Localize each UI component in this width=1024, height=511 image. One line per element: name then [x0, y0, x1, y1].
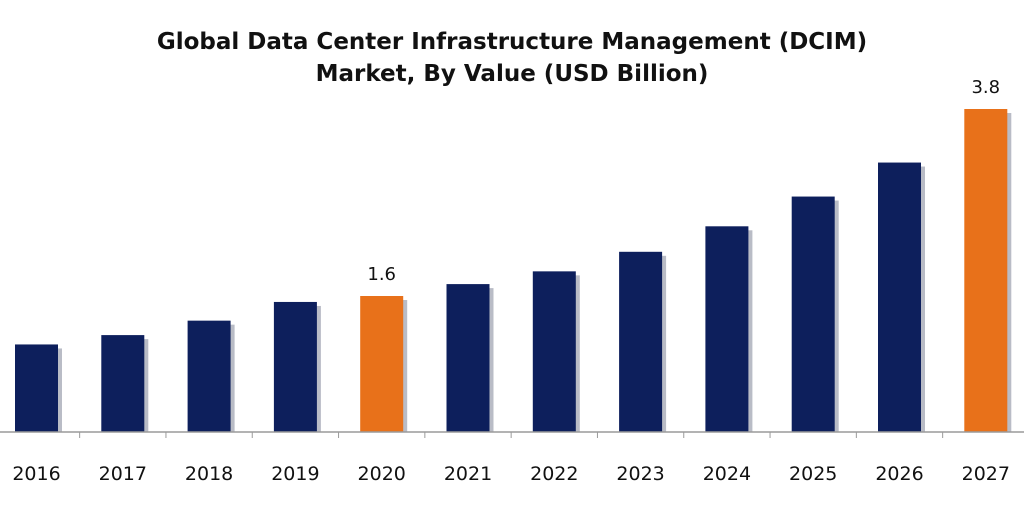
bar-2016 — [15, 344, 58, 432]
x-tick-label-2016: 2016 — [12, 463, 60, 485]
x-tick-label-2024: 2024 — [703, 463, 751, 485]
x-tick-label-2020: 2020 — [358, 463, 406, 485]
bar-2025 — [791, 196, 835, 432]
x-tick-label-2026: 2026 — [875, 463, 923, 485]
bar-2020 — [360, 296, 404, 432]
x-tick-label-2027: 2027 — [962, 463, 1010, 485]
x-tick-label-2025: 2025 — [789, 463, 837, 485]
data-label-2020: 1.6 — [367, 264, 396, 285]
bar-2026 — [878, 162, 921, 433]
bar-2019 — [273, 301, 317, 432]
chart-title-line-1: Global Data Center Infrastructure Manage… — [156, 29, 868, 55]
x-tick-label-2018: 2018 — [185, 463, 233, 485]
bar-2027 — [964, 109, 1008, 432]
x-tick-label-2017: 2017 — [99, 463, 147, 485]
chart-title-line-2: Market, By Value (USD Billion) — [315, 61, 709, 87]
x-tick-label-2022: 2022 — [530, 463, 578, 485]
bar-2017 — [101, 335, 145, 432]
bar-2024 — [705, 226, 749, 432]
bar-2022 — [532, 271, 576, 432]
data-label-2027: 3.8 — [971, 77, 1000, 98]
x-tick-label-2023: 2023 — [616, 463, 664, 485]
x-tick-label-2021: 2021 — [444, 463, 492, 485]
bar-2018 — [187, 320, 231, 432]
x-tick-label-2019: 2019 — [271, 463, 319, 485]
bar-2021 — [446, 284, 490, 432]
bar-2023 — [619, 251, 663, 432]
chart-title: Global Data Center Infrastructure Manage… — [0, 26, 1024, 90]
